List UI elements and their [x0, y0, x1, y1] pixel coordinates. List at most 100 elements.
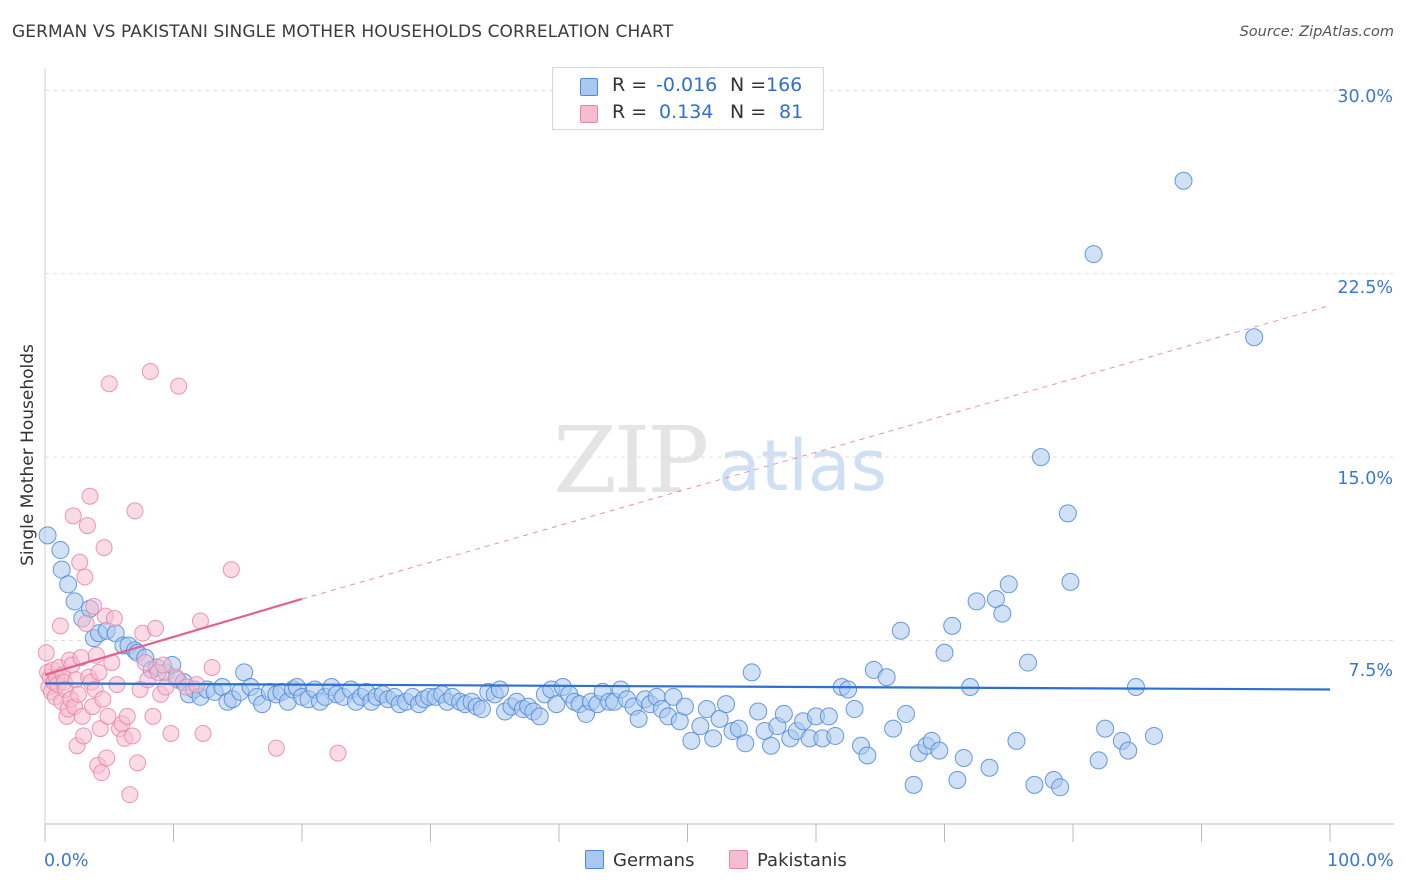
german-point [675, 697, 694, 716]
german-point [967, 592, 986, 611]
german-point [877, 668, 896, 687]
german-point [1025, 775, 1044, 794]
german-point [1051, 778, 1070, 797]
german-point [547, 695, 566, 714]
pakistani-point [144, 707, 162, 725]
german-point [704, 729, 723, 748]
german-point [896, 704, 915, 723]
pakistani-point [94, 690, 112, 708]
german-point [1126, 678, 1145, 697]
german-point [697, 700, 716, 719]
pakistani-point [167, 668, 185, 686]
pakistani-point [76, 568, 94, 586]
pakistani-trend-extension [301, 304, 1331, 600]
german-point [691, 717, 710, 736]
x-tick-label-right: 100.0% [1327, 851, 1394, 871]
german-point [65, 592, 84, 611]
german-point [530, 707, 549, 726]
stat-row-pakistanis: R = 0.134 N = 81 [553, 101, 825, 127]
german-point [1089, 751, 1108, 770]
n-value: 81 [779, 101, 804, 123]
pakistani-point [147, 619, 165, 637]
watermark-atlas: atlas [718, 425, 887, 507]
german-point [943, 616, 962, 635]
stat-row-germans: R = -0.016 N = 166 [553, 74, 825, 100]
trend-lines [44, 304, 1331, 691]
pakistani-point [194, 725, 212, 743]
legend-label: Germans [613, 850, 695, 871]
german-point [891, 621, 910, 640]
legend-label: Pakistanis [757, 850, 847, 871]
pakistani-point [99, 707, 117, 725]
german-point [1144, 726, 1163, 745]
german-point [948, 770, 967, 789]
legend-item-pakistanis[interactable]: Pakistanis [729, 850, 847, 871]
pakistani-point [170, 377, 188, 395]
y-tick-label: 22.5% [1337, 278, 1393, 298]
y-tick-label: 7.5% [1348, 661, 1393, 681]
n-value: 166 [766, 74, 803, 96]
german-point [736, 734, 755, 753]
german-point [904, 775, 923, 794]
german-point [629, 709, 648, 728]
german-point [858, 746, 877, 765]
german-point [664, 687, 683, 706]
pakistani-point [203, 658, 221, 676]
german-point [59, 575, 78, 594]
pakistani-point [69, 685, 87, 703]
pakistani-point [78, 517, 96, 535]
pakistani-point [93, 764, 111, 782]
axes [44, 68, 1394, 842]
german-trend-line [44, 682, 1331, 691]
n-label: N = [730, 101, 767, 123]
german-point [490, 680, 509, 699]
pakistani-point [81, 487, 99, 505]
german-point [930, 741, 949, 760]
x-tick-label-left: 0.0% [44, 851, 89, 871]
german-point [1061, 572, 1080, 591]
watermark: ZIP atlas [553, 407, 887, 514]
pakistani-point [129, 754, 147, 772]
pakistani-point [91, 720, 109, 738]
german-point [935, 643, 954, 662]
correlation-stats-box: R = -0.016 N = 166 R = 0.134 N = 81 [552, 67, 824, 130]
pakistani-point [136, 654, 154, 672]
pakistani-legend-swatch [729, 850, 748, 869]
german-point [826, 726, 845, 745]
pakistani-point [162, 725, 180, 743]
german-point [1007, 731, 1026, 750]
pakistani-point [329, 744, 347, 762]
german-point [1019, 653, 1038, 672]
pakistani-trend-line [44, 597, 303, 676]
pakistani-swatch [580, 105, 598, 123]
pakistani-point [64, 507, 82, 525]
german-point [749, 702, 768, 721]
watermark-zip: ZIP [553, 407, 706, 514]
legend-item-germans[interactable]: Germans [585, 850, 694, 871]
german-point [1084, 245, 1103, 264]
german-point [954, 748, 973, 767]
german-point [1031, 448, 1050, 467]
n-label: N = [730, 74, 767, 96]
german-swatch [580, 78, 598, 96]
y-tick-label: 15.0% [1337, 469, 1393, 489]
german-point [1096, 719, 1115, 738]
german-point [980, 758, 999, 777]
german-point [993, 604, 1012, 623]
german-point [762, 736, 781, 755]
r-value: 0.134 [659, 101, 714, 123]
y-axis-title: Single Mother Households [18, 344, 38, 566]
german-point [682, 731, 701, 750]
pakistani-point [51, 617, 69, 635]
german-point [884, 719, 903, 738]
german-point [839, 680, 858, 699]
chart-source: Source: ZipAtlas.com [1239, 24, 1394, 40]
pakistani-point [95, 539, 113, 557]
german-point [1119, 741, 1138, 760]
pakistani-point [154, 656, 172, 674]
german-point [1058, 504, 1077, 523]
pakistani-point [105, 610, 123, 628]
pakistani-point [71, 553, 89, 571]
pakistani-point [75, 727, 93, 745]
